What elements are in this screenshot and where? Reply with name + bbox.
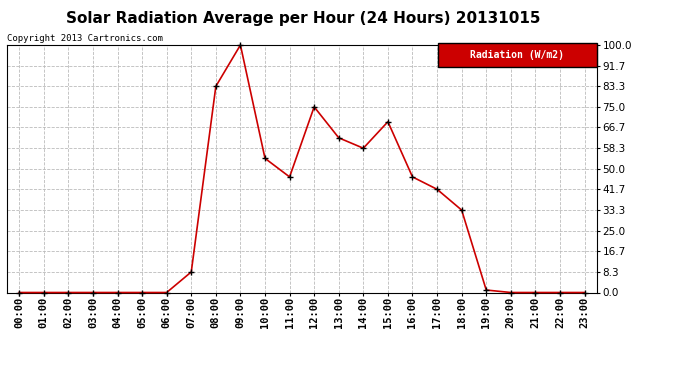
Text: Solar Radiation Average per Hour (24 Hours) 20131015: Solar Radiation Average per Hour (24 Hou… (66, 11, 541, 26)
Text: Radiation (W/m2): Radiation (W/m2) (470, 50, 564, 60)
Text: Copyright 2013 Cartronics.com: Copyright 2013 Cartronics.com (7, 33, 163, 42)
FancyBboxPatch shape (437, 42, 597, 67)
